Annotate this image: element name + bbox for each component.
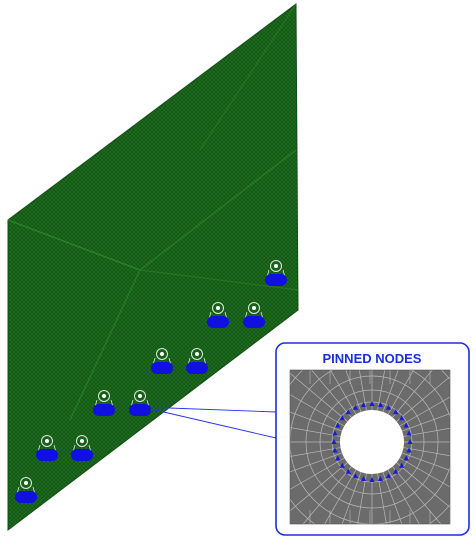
pinned-support-icon [243,302,265,328]
pinned-node-markers [331,401,413,482]
triangle-marker-icon [403,455,409,461]
pinned-support-icon [129,390,151,416]
triangle-marker-icon [377,476,384,482]
pinned-support-icon [151,348,173,374]
triangle-marker-icon [407,439,413,444]
triangle-marker-icon [331,439,337,444]
triangle-marker-icon [406,447,412,453]
plate-seam [139,269,299,291]
zoomed-mesh [290,370,450,524]
leader-lines [141,406,277,439]
triangle-marker-icon [399,462,405,468]
pinned-support-icon [93,390,115,416]
triangle-marker-icon [332,447,338,453]
plate-seam [7,219,141,271]
triangle-marker-icon [393,409,399,415]
triangle-marker-icon [352,473,359,479]
triangle-marker-icon [345,468,351,474]
pinned-support-icon [265,260,287,286]
plate-seam [139,149,297,271]
triangle-marker-icon [352,404,359,410]
mesh-border [289,369,451,525]
triangle-marker-icon [360,401,367,407]
triangle-marker-icon [403,422,409,428]
triangle-marker-icon [399,415,405,421]
plate-seam [69,269,141,421]
pinned-supports [15,260,287,503]
triangle-marker-icon [369,401,375,406]
leader-line [141,406,277,439]
triangle-marker-icon [332,430,338,436]
mesh-lines [290,370,450,524]
triangle-marker-icon [339,415,345,421]
pinned-support-icon [207,302,229,328]
pinned-support-icon [15,477,37,503]
pinned-support-icon [36,435,58,461]
triangle-marker-icon [377,401,384,407]
pinned-support-icon [186,348,208,374]
triangle-marker-icon [406,430,412,436]
triangle-marker-icon [393,468,399,474]
triangle-marker-icon [360,476,367,482]
plate-seam [199,3,297,151]
triangle-marker-icon [335,455,341,461]
triangle-marker-icon [369,477,375,482]
triangle-marker-icon [385,473,392,479]
meshed-plate [7,3,299,532]
triangle-marker-icon [339,462,345,468]
leader-line [141,406,277,413]
triangle-marker-icon [335,422,341,428]
pinned-nodes-callout: PINNED NODES [275,342,470,536]
bolt-hole [340,410,404,474]
pinned-support-icon [71,435,93,461]
callout-title: PINNED NODES [323,351,422,366]
triangle-marker-icon [345,409,351,415]
triangle-marker-icon [385,404,392,410]
